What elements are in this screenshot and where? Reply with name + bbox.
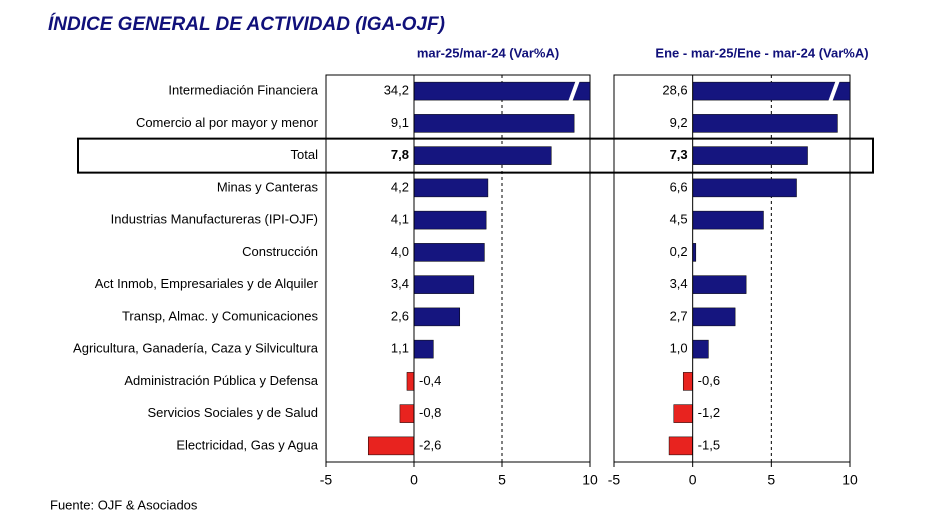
bar (673, 404, 693, 423)
series-header: Ene - mar-25/Ene - mar-24 (Var%A) (655, 45, 868, 60)
value-label: -2,6 (419, 437, 441, 452)
value-label: 7,3 (670, 147, 688, 162)
category-label: Comercio al por mayor y menor (136, 115, 319, 130)
category-label: Agricultura, Ganadería, Caza y Silvicult… (73, 341, 319, 356)
value-label: -1,2 (698, 405, 720, 420)
value-label: 7,8 (391, 147, 409, 162)
value-label: 3,4 (670, 276, 688, 291)
value-label: 1,0 (670, 341, 688, 356)
bar (692, 275, 747, 294)
value-label: 2,7 (670, 308, 688, 323)
x-tick-label: 0 (689, 472, 697, 488)
value-label: 1,1 (391, 341, 409, 356)
source-note: Fuente: OJF & Asociados (50, 497, 198, 512)
bar (413, 114, 575, 133)
value-label: -0,6 (698, 373, 720, 388)
value-label: 4,5 (670, 212, 688, 227)
value-label: 34,2 (384, 83, 409, 98)
value-label: 2,6 (391, 308, 409, 323)
bar (692, 307, 736, 327)
category-label: Minas y Canteras (217, 179, 319, 194)
x-tick-label: -5 (608, 472, 621, 488)
x-tick-label: 5 (498, 472, 506, 488)
bar (668, 436, 693, 456)
bar (413, 81, 591, 101)
axis-break (828, 79, 840, 103)
bar (413, 146, 552, 165)
bar (413, 210, 487, 230)
value-label: 4,1 (391, 212, 409, 227)
plot-frame (613, 74, 851, 463)
value-label: 4,2 (391, 179, 409, 194)
category-label: Construcción (242, 244, 318, 259)
highlight-box (77, 137, 874, 174)
bar (692, 81, 851, 101)
value-label: 3,4 (391, 276, 409, 291)
value-label: -0,4 (419, 373, 441, 388)
value-label: 6,6 (670, 179, 688, 194)
value-label: -1,5 (698, 437, 720, 452)
bar (413, 243, 485, 262)
x-tick-label: 0 (410, 472, 418, 488)
category-label: Act Inmob, Empresariales y de Alquiler (95, 276, 319, 291)
category-label: Servicios Sociales y de Salud (147, 405, 318, 420)
chart-title: ÍNDICE GENERAL DE ACTIVIDAD (IGA-OJF) (48, 13, 445, 35)
category-label: Industrias Manufactureras (IPI-OJF) (111, 212, 318, 227)
bar (692, 178, 797, 198)
category-label: Electricidad, Gas y Agua (176, 437, 318, 452)
bar (413, 178, 489, 198)
plot-frame (325, 74, 591, 463)
category-label: Administración Pública y Defensa (124, 373, 318, 388)
bar (692, 146, 808, 165)
value-label: 9,2 (670, 115, 688, 130)
bar (399, 404, 415, 423)
x-tick-label: 10 (842, 472, 858, 488)
axis-break (568, 79, 580, 103)
bar (682, 372, 693, 391)
bar (692, 114, 838, 133)
category-label: Total (291, 147, 319, 162)
value-label: 9,1 (391, 115, 409, 130)
bar (413, 307, 461, 327)
bar (413, 275, 475, 294)
bar (692, 210, 764, 230)
series-header: mar-25/mar-24 (Var%A) (417, 45, 559, 60)
value-label: 0,2 (670, 244, 688, 259)
x-tick-label: 10 (582, 472, 598, 488)
value-label: 4,0 (391, 244, 409, 259)
x-tick-label: 5 (767, 472, 775, 488)
bar (413, 339, 434, 359)
category-label: Intermediación Financiera (168, 83, 318, 98)
value-label: 28,6 (662, 83, 687, 98)
category-label: Transp, Almac. y Comunicaciones (122, 308, 319, 323)
x-tick-label: -5 (320, 472, 333, 488)
value-label: -0,8 (419, 405, 441, 420)
bar (406, 372, 415, 391)
bar (367, 436, 415, 456)
bar (692, 339, 709, 359)
